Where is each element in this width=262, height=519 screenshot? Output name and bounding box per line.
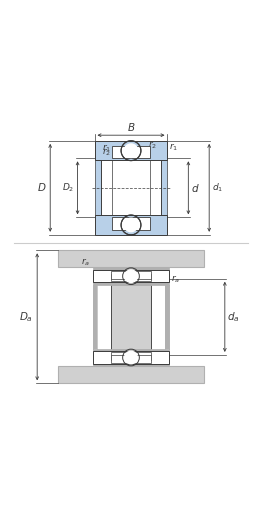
Bar — [161, 160, 167, 215]
Bar — [93, 282, 169, 285]
Text: $d_a$: $d_a$ — [227, 310, 240, 324]
Bar — [58, 366, 204, 384]
Bar — [111, 271, 151, 279]
Text: $r_1$: $r_1$ — [102, 142, 111, 154]
Text: D: D — [37, 183, 46, 193]
Text: $D_2$: $D_2$ — [62, 182, 74, 194]
Bar — [93, 267, 169, 270]
Bar — [93, 351, 169, 364]
Bar — [93, 285, 97, 349]
Bar — [111, 274, 151, 281]
Circle shape — [125, 270, 137, 282]
Bar — [58, 250, 204, 267]
Text: $r_a$: $r_a$ — [81, 257, 90, 268]
Circle shape — [124, 218, 138, 231]
Bar — [95, 215, 167, 235]
Text: $r_2$: $r_2$ — [102, 146, 111, 158]
Bar — [93, 270, 169, 282]
Text: $r_2$: $r_2$ — [148, 139, 157, 151]
Bar — [111, 355, 151, 363]
Bar — [93, 364, 169, 366]
Bar — [112, 146, 150, 158]
Text: $D_a$: $D_a$ — [19, 310, 33, 324]
Bar — [165, 285, 169, 349]
Bar — [95, 141, 167, 160]
Bar — [112, 217, 150, 230]
Bar — [111, 352, 151, 360]
Text: $r_1$: $r_1$ — [169, 142, 178, 153]
Circle shape — [125, 351, 137, 364]
Bar — [93, 349, 169, 351]
Text: $d$: $d$ — [191, 182, 200, 194]
Circle shape — [124, 144, 138, 157]
Bar — [112, 159, 150, 216]
Text: $r_a$: $r_a$ — [171, 274, 180, 285]
Text: $d_1$: $d_1$ — [212, 182, 223, 194]
Text: B: B — [127, 122, 135, 132]
Bar — [111, 285, 151, 349]
Bar — [95, 160, 101, 215]
